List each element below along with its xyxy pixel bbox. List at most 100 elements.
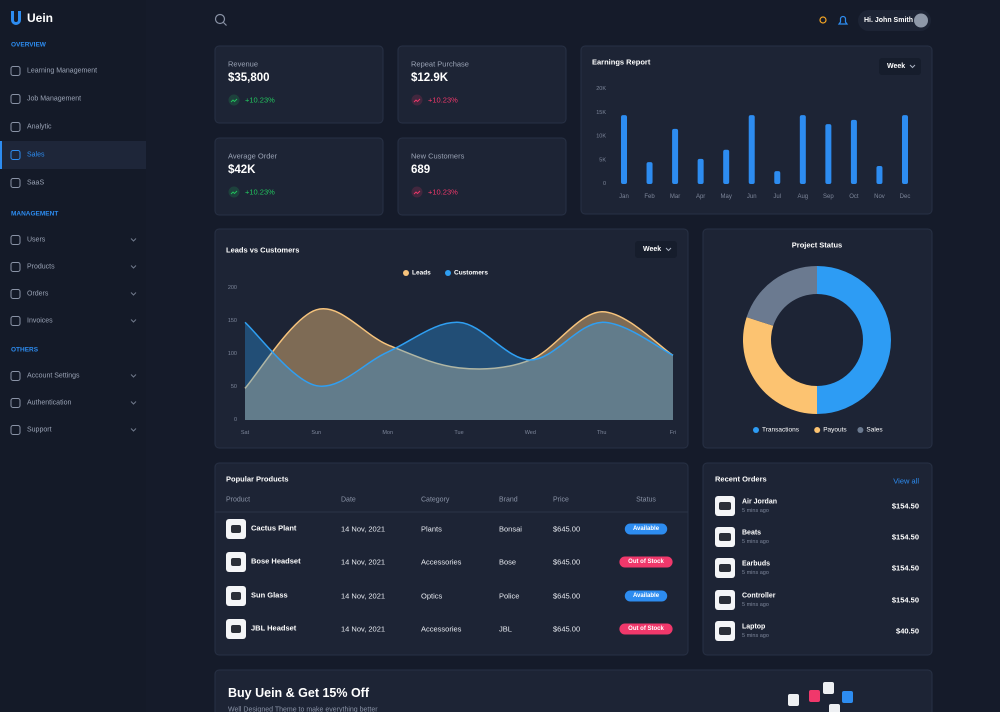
- legend-label: Transactions: [762, 427, 800, 434]
- dropdown[interactable]: [635, 241, 677, 258]
- order-image-glyph: [719, 502, 731, 510]
- nav-active-bar: [0, 141, 2, 169]
- x-tick-label: Aug: [797, 194, 808, 200]
- table-header: Brand: [499, 497, 518, 504]
- bar: [748, 115, 755, 184]
- stat-value: $35,800: [228, 72, 270, 84]
- nav-icon: [10, 235, 21, 245]
- x-tick-label: Thu: [597, 430, 606, 436]
- search-icon-handle: [223, 22, 227, 26]
- bar: [697, 158, 704, 184]
- table-cell: Bose: [499, 558, 516, 567]
- nav-icon: [10, 150, 21, 160]
- nav-item[interactable]: Invoices: [27, 318, 53, 325]
- order-time: 5 mins ago: [742, 508, 769, 514]
- y-tick-label: 10K: [596, 134, 606, 140]
- nav-item[interactable]: Orders: [27, 291, 49, 298]
- order-name: Laptop: [742, 624, 765, 631]
- nav-icon: [10, 425, 21, 435]
- stat-trend-arrow: [413, 98, 421, 103]
- legend-swatch: [753, 427, 759, 433]
- dropdown-chevron: [909, 64, 916, 69]
- bar: [646, 162, 653, 184]
- order-time: 5 mins ago: [742, 633, 769, 639]
- y-tick-label: 5K: [599, 157, 606, 163]
- nav-item[interactable]: SaaS: [27, 180, 44, 187]
- promo-decoration: [809, 690, 820, 702]
- y-tick-label: 100: [228, 351, 237, 357]
- order-price: $154.50: [892, 596, 919, 605]
- bar: [799, 115, 806, 184]
- promo-decoration: [823, 682, 834, 694]
- bell-icon[interactable]: [837, 15, 849, 25]
- stat-card: [397, 45, 567, 124]
- table-cell: 14 Nov, 2021: [341, 558, 385, 567]
- dropdown-label: Week: [887, 63, 905, 70]
- y-tick-label: 50: [231, 384, 237, 390]
- user-pill[interactable]: [858, 10, 931, 31]
- order-price: $40.50: [896, 627, 919, 636]
- nav-icon: [10, 371, 21, 381]
- nav-item[interactable]: Authentication: [27, 400, 71, 407]
- order-time: 5 mins ago: [742, 539, 769, 545]
- promo-text: Well Designed Theme to make everything b…: [228, 707, 378, 712]
- brand: Uein: [27, 11, 53, 25]
- order-time: 5 mins ago: [742, 570, 769, 576]
- dropdown[interactable]: [879, 58, 921, 75]
- product-name: Cactus Plant: [251, 524, 297, 533]
- nav-item[interactable]: Sales: [27, 152, 45, 159]
- table-cell: Plants: [421, 525, 442, 534]
- bar: [825, 124, 832, 184]
- products-card: [214, 462, 689, 656]
- stat-trend-icon: [228, 94, 240, 106]
- legend-swatch: [857, 427, 864, 433]
- status-label: Out of Stock: [628, 559, 664, 565]
- table-cell: 14 Nov, 2021: [341, 525, 385, 534]
- order-time: 5 mins ago: [742, 602, 769, 608]
- promo-decoration: [829, 704, 840, 712]
- search-icon[interactable]: [214, 13, 226, 25]
- product-name: Bose Headset: [251, 557, 301, 566]
- y-tick-label: 15K: [596, 110, 606, 116]
- x-tick-label: Apr: [696, 194, 705, 200]
- donut-segment: [746, 266, 817, 326]
- nav-chevron: [130, 374, 137, 378]
- stat-trend-arrow: [413, 190, 421, 195]
- avatar: [914, 13, 928, 28]
- order-image-glyph: [719, 533, 731, 541]
- nav-icon: [10, 262, 21, 272]
- x-tick-label: Fri: [670, 430, 676, 436]
- table-header: Product: [226, 497, 250, 504]
- x-tick-label: Wed: [525, 430, 536, 436]
- nav-item[interactable]: Products: [27, 264, 55, 271]
- table-cell: $645.00: [553, 558, 580, 567]
- nav-item[interactable]: Learning Management: [27, 68, 97, 75]
- stat-label: Average Order: [228, 152, 278, 161]
- nav-chevron: [130, 292, 137, 296]
- nav-heading: OTHERS: [11, 347, 39, 354]
- nav-item[interactable]: Account Settings: [27, 373, 80, 380]
- table-cell: $645.00: [553, 625, 580, 634]
- theme-icon[interactable]: [819, 16, 827, 24]
- nav-item[interactable]: Support: [27, 427, 52, 434]
- order-name: Controller: [742, 593, 776, 600]
- table-cell: 14 Nov, 2021: [341, 592, 385, 601]
- x-tick-label: Mar: [670, 194, 680, 200]
- x-tick-label: Tue: [454, 430, 463, 436]
- nav-icon: [10, 178, 21, 188]
- dropdown-chevron: [665, 247, 672, 252]
- table-cell: JBL: [499, 625, 512, 634]
- nav-icon: [10, 289, 21, 299]
- table-cell: Police: [499, 592, 519, 601]
- nav-active-bg: [0, 141, 146, 169]
- bar: [621, 115, 627, 184]
- table-cell: $645.00: [553, 592, 580, 601]
- view-all-link[interactable]: View all: [893, 477, 919, 486]
- order-name: Beats: [742, 530, 761, 537]
- nav-item[interactable]: Users: [27, 237, 46, 244]
- nav-item[interactable]: Job Management: [27, 96, 81, 103]
- chart-title: Earnings Report: [592, 58, 651, 67]
- order-price: $154.50: [892, 502, 919, 511]
- nav-item[interactable]: Analytic: [27, 124, 52, 131]
